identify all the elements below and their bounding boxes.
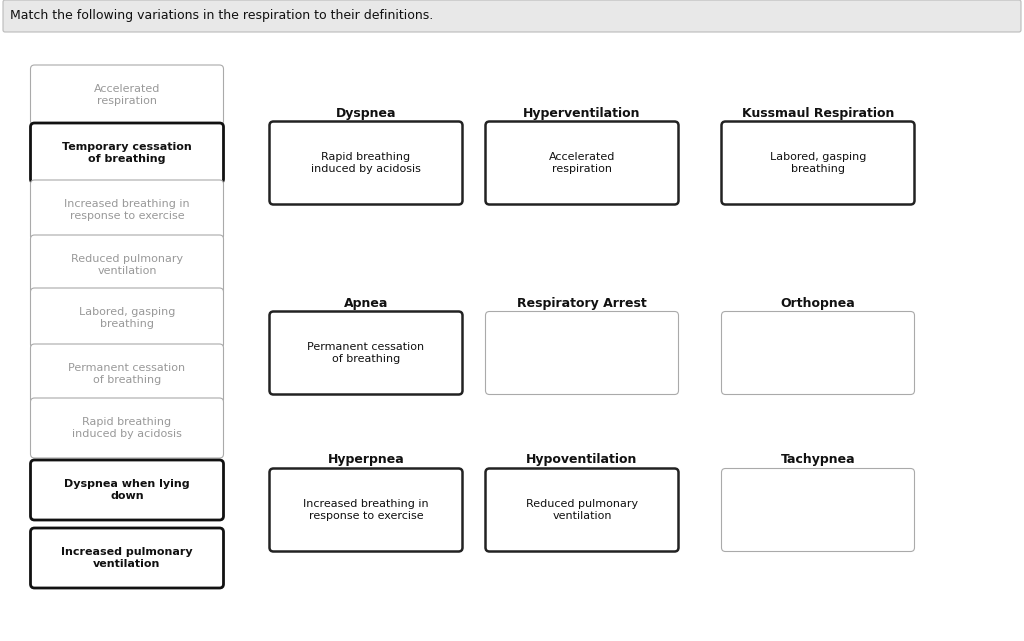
- FancyBboxPatch shape: [485, 312, 679, 394]
- Text: Hyperventilation: Hyperventilation: [523, 106, 641, 119]
- Text: Hypoventilation: Hypoventilation: [526, 453, 638, 467]
- Text: Accelerated
respiration: Accelerated respiration: [94, 84, 160, 106]
- Text: Match the following variations in the respiration to their definitions.: Match the following variations in the re…: [10, 10, 433, 22]
- Text: Rapid breathing
induced by acidosis: Rapid breathing induced by acidosis: [72, 417, 182, 439]
- FancyBboxPatch shape: [31, 123, 223, 183]
- FancyBboxPatch shape: [31, 528, 223, 588]
- FancyBboxPatch shape: [485, 469, 679, 551]
- Text: Reduced pulmonary
ventilation: Reduced pulmonary ventilation: [71, 254, 183, 276]
- FancyBboxPatch shape: [722, 312, 914, 394]
- FancyBboxPatch shape: [269, 312, 463, 394]
- Text: Reduced pulmonary
ventilation: Reduced pulmonary ventilation: [526, 499, 638, 520]
- FancyBboxPatch shape: [3, 0, 1021, 32]
- Text: Dyspnea: Dyspnea: [336, 106, 396, 119]
- Text: Labored, gasping
breathing: Labored, gasping breathing: [79, 307, 175, 329]
- FancyBboxPatch shape: [31, 398, 223, 458]
- FancyBboxPatch shape: [269, 122, 463, 204]
- FancyBboxPatch shape: [31, 460, 223, 520]
- FancyBboxPatch shape: [31, 288, 223, 348]
- Text: Kussmaul Respiration: Kussmaul Respiration: [741, 106, 894, 119]
- Text: Increased breathing in
response to exercise: Increased breathing in response to exerc…: [65, 199, 189, 221]
- FancyBboxPatch shape: [722, 469, 914, 551]
- FancyBboxPatch shape: [722, 122, 914, 204]
- Text: Increased pulmonary
ventilation: Increased pulmonary ventilation: [61, 547, 193, 569]
- Text: Accelerated
respiration: Accelerated respiration: [549, 152, 615, 174]
- Text: Respiratory Arrest: Respiratory Arrest: [517, 297, 647, 310]
- Text: Orthopnea: Orthopnea: [780, 297, 855, 310]
- FancyBboxPatch shape: [31, 65, 223, 125]
- FancyBboxPatch shape: [31, 235, 223, 295]
- Text: Rapid breathing
induced by acidosis: Rapid breathing induced by acidosis: [311, 152, 421, 174]
- FancyBboxPatch shape: [485, 122, 679, 204]
- Text: Increased breathing in
response to exercise: Increased breathing in response to exerc…: [303, 499, 429, 520]
- Text: Labored, gasping
breathing: Labored, gasping breathing: [770, 152, 866, 174]
- Text: Dyspnea when lying
down: Dyspnea when lying down: [65, 479, 189, 501]
- Text: Permanent cessation
of breathing: Permanent cessation of breathing: [69, 363, 185, 385]
- FancyBboxPatch shape: [31, 180, 223, 240]
- Text: Hyperpnea: Hyperpnea: [328, 453, 404, 467]
- Text: Tachypnea: Tachypnea: [780, 453, 855, 467]
- FancyBboxPatch shape: [269, 469, 463, 551]
- Text: Apnea: Apnea: [344, 297, 388, 310]
- FancyBboxPatch shape: [31, 344, 223, 404]
- Text: Permanent cessation
of breathing: Permanent cessation of breathing: [307, 342, 425, 364]
- Text: Temporary cessation
of breathing: Temporary cessation of breathing: [62, 142, 191, 164]
